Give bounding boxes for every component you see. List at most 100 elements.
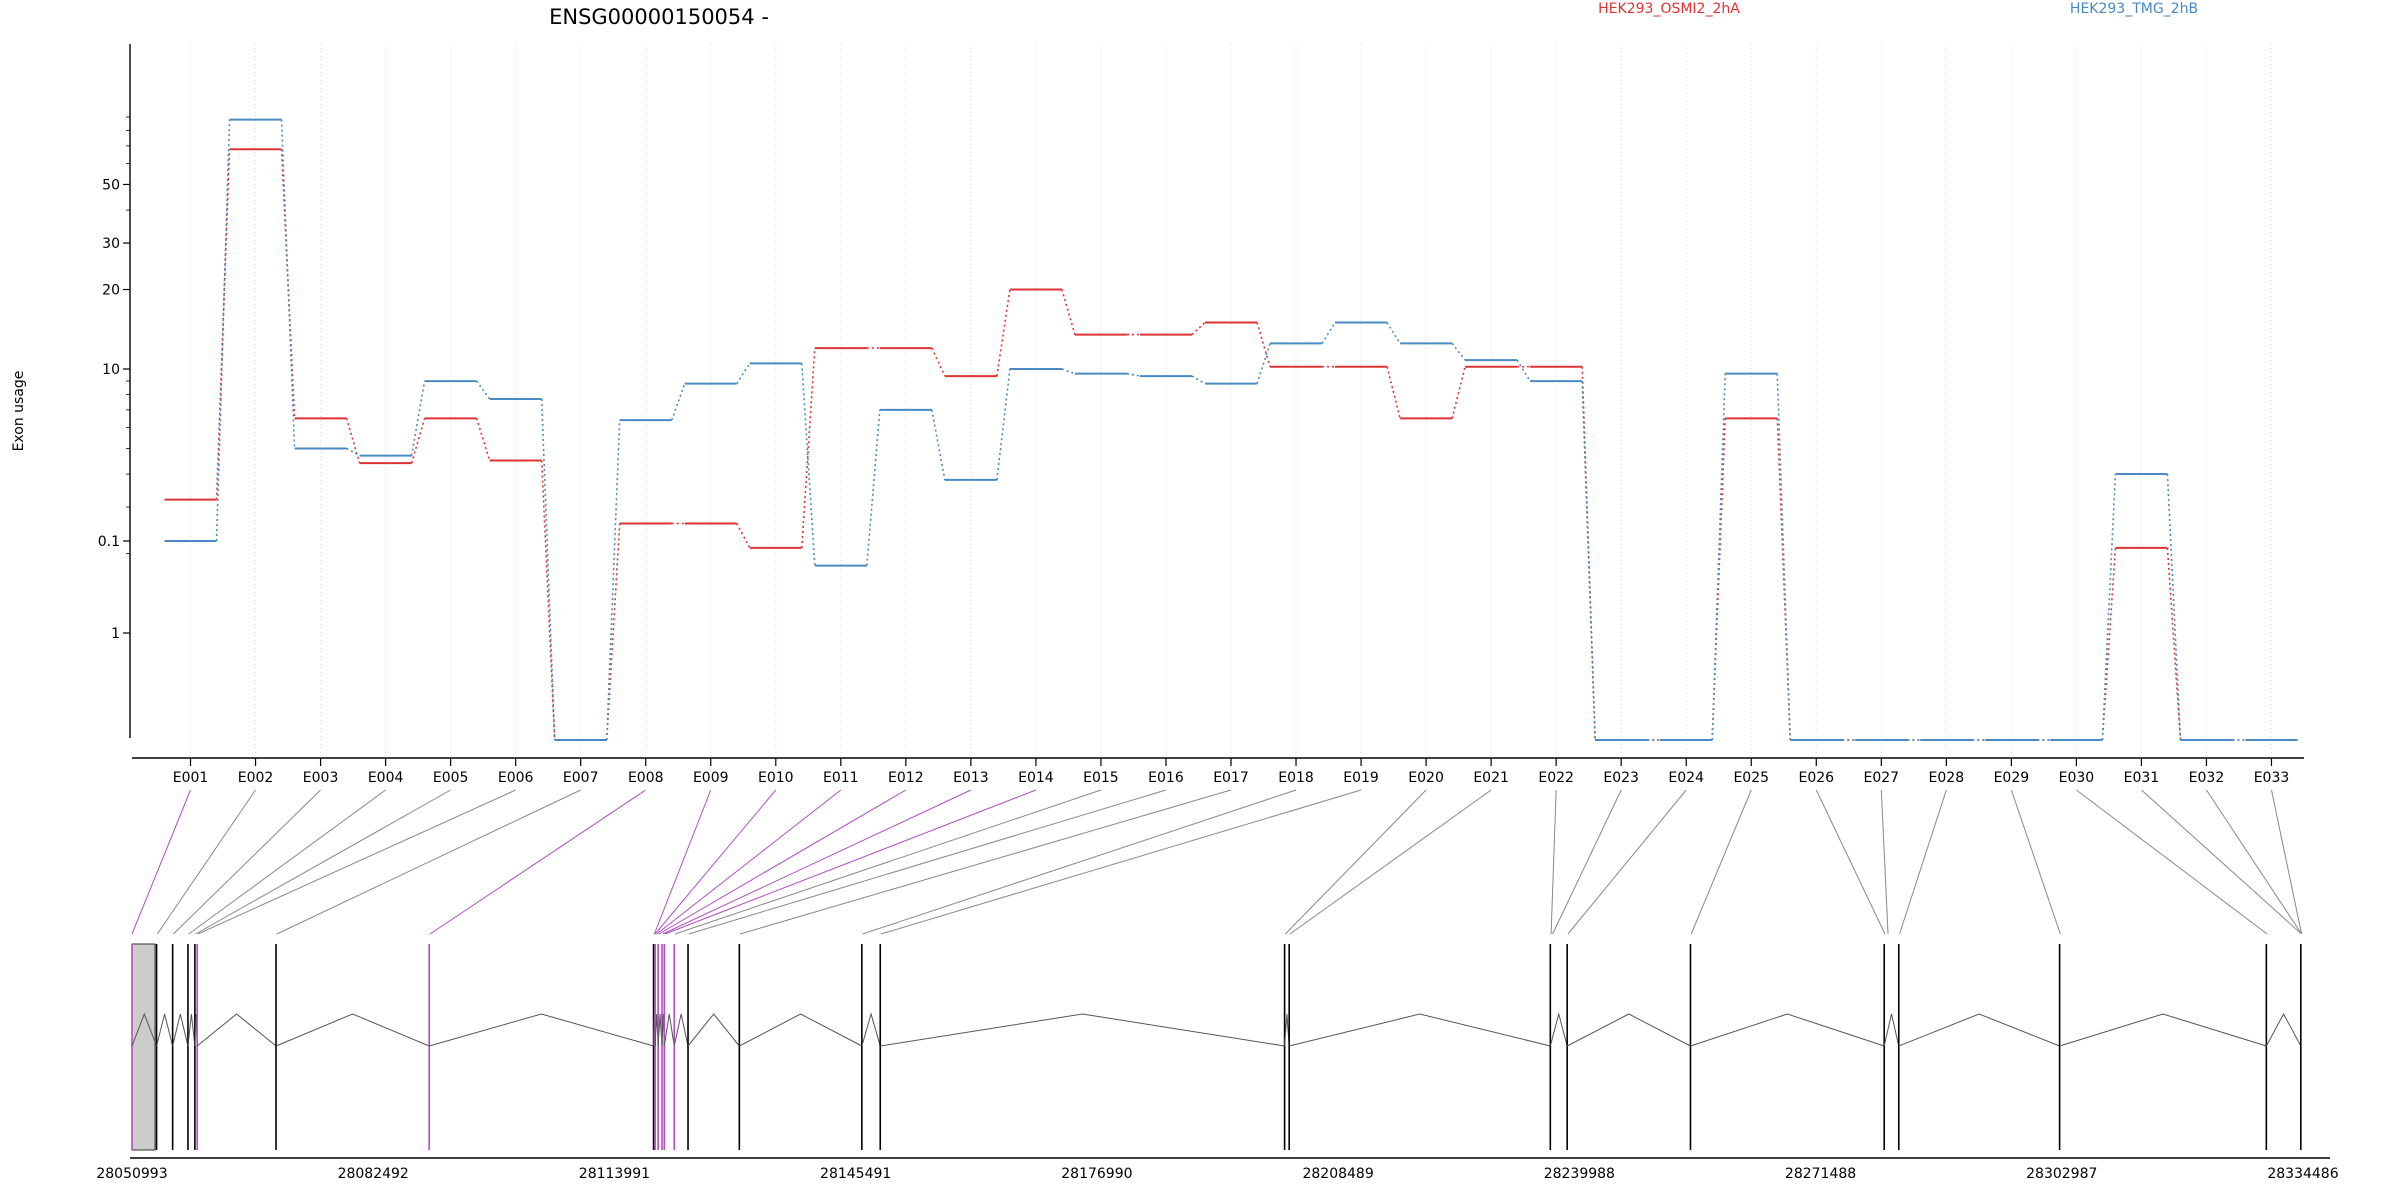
coordinate-label: 28271488 (1785, 1166, 1856, 1182)
x-tick-label: E021 (1473, 770, 1509, 786)
y-axis-label: Exon usage (11, 371, 27, 452)
series-2-connector (215, 119, 231, 542)
exon-connector (188, 789, 386, 935)
series-1-connector (1061, 289, 1076, 335)
coordinate-label: 28239988 (1544, 1166, 1615, 1182)
series-1-connector (2166, 547, 2182, 741)
intron-arc (2059, 1013, 2267, 1047)
exon-connector (656, 789, 842, 935)
x-tick-label: E008 (628, 770, 664, 786)
coordinate-label: 28082492 (338, 1166, 409, 1182)
x-tick-label: E012 (888, 770, 924, 786)
series-1-connector (280, 149, 296, 419)
x-tick-label: E004 (368, 770, 404, 786)
series-1-connector (736, 523, 751, 549)
x-tick-label: E023 (1603, 770, 1639, 786)
intron-arc (2265, 1012, 2302, 1047)
x-tick-label: E015 (1083, 770, 1119, 786)
x-tick-label: E007 (563, 770, 599, 786)
series-2-connector (540, 398, 556, 741)
series-2-connector (1386, 322, 1401, 344)
series-2-connector (1191, 375, 1206, 385)
x-tick-label: E024 (1668, 770, 1704, 786)
x-tick-label: E011 (823, 770, 859, 786)
x-tick-label: E018 (1278, 770, 1314, 786)
x-tick-label: E033 (2254, 770, 2290, 786)
series-2-connector (1321, 322, 1336, 344)
series-2-connector (670, 383, 686, 421)
exon-connector (653, 789, 712, 935)
series-2-connector (931, 409, 946, 481)
exon-connector (664, 789, 1037, 935)
exon-connector (131, 789, 191, 935)
x-tick-label: E032 (2189, 770, 2225, 786)
exon-connector (2141, 789, 2302, 935)
series-2-connector (1516, 359, 1531, 382)
coordinate-label: 28302987 (2026, 1166, 2097, 1182)
series-1-connector (410, 418, 426, 464)
intron-arc (196, 1013, 277, 1047)
x-tick-label: E031 (2124, 770, 2160, 786)
intron-arc (1566, 1013, 1691, 1047)
intron-arc (1289, 1013, 1551, 1047)
x-axis: E001 E002 E003 E004 E005 E006 E007 E008 E009 E010… (132, 757, 2304, 786)
series-1-connector (931, 347, 946, 377)
intron-arc (172, 1013, 189, 1047)
y-tick-label: 0.1 (98, 534, 120, 550)
series-2-connector (866, 409, 881, 566)
series-2-connector (736, 362, 751, 385)
x-tick-label: E014 (1018, 770, 1054, 786)
vertical-grid (190, 44, 2272, 756)
intron-arc (131, 1012, 158, 1047)
coordinate-label: 28208489 (1302, 1166, 1373, 1182)
y-axis: 0.1 1 10 20 30 50 (98, 44, 131, 738)
intron-arc (739, 1013, 863, 1047)
series-2-connector (1061, 368, 1076, 375)
exon-connector (173, 789, 321, 935)
intron-arc (1898, 1013, 2060, 1047)
exon-connector (1550, 789, 1557, 935)
exon-connector (195, 789, 451, 935)
intron-arc (663, 1013, 675, 1047)
exon-connector (1899, 789, 1947, 935)
series-2-connector (1126, 372, 1141, 377)
exon-connector (2206, 789, 2302, 935)
x-tick-label: E030 (2059, 770, 2095, 786)
legend-series-1: HEK293_OSMI2_2hA (1598, 1, 1740, 17)
coordinate-label: 28334486 (2267, 1166, 2338, 1182)
x-tick-label: E027 (1864, 770, 1900, 786)
series-1-connector (475, 418, 491, 461)
series-1-connector (345, 418, 361, 464)
x-tick-label: E025 (1733, 770, 1769, 786)
y-tick-label: 30 (102, 236, 120, 252)
x-tick-label: E022 (1538, 770, 1574, 786)
legend-series-2: HEK293_TMG_2hB (2070, 1, 2198, 17)
y-tick-label: 1 (111, 626, 120, 642)
gene-model: 28050993 28082492 28113991 28145491 28176990… (96, 943, 2339, 1182)
intron-arc (275, 1013, 430, 1047)
gene-start-block (131, 943, 156, 1151)
intron-arc (1883, 1013, 1900, 1047)
intron-arc (687, 1013, 740, 1047)
exon-connector (197, 789, 516, 935)
series-2-connector (996, 368, 1011, 481)
exon-connector (1815, 789, 1886, 935)
series-2-connector (346, 447, 360, 457)
y-tick-label: 20 (102, 283, 120, 299)
exon-connector (688, 789, 1167, 935)
y-tick-label: 10 (102, 362, 120, 378)
intron-arc (1549, 1012, 1568, 1047)
intron-arc (187, 1013, 196, 1047)
exon-connector (2076, 789, 2268, 935)
x-tick-label: E002 (238, 770, 274, 786)
x-tick-label: E006 (498, 770, 534, 786)
exon-connector (1284, 789, 1427, 935)
series-1-connector (2101, 547, 2117, 741)
exon-connector (276, 789, 581, 935)
exon-connector (658, 789, 907, 935)
series-2-connector (1451, 342, 1466, 361)
exon-connector (654, 789, 777, 935)
intron-arc (861, 1012, 881, 1047)
